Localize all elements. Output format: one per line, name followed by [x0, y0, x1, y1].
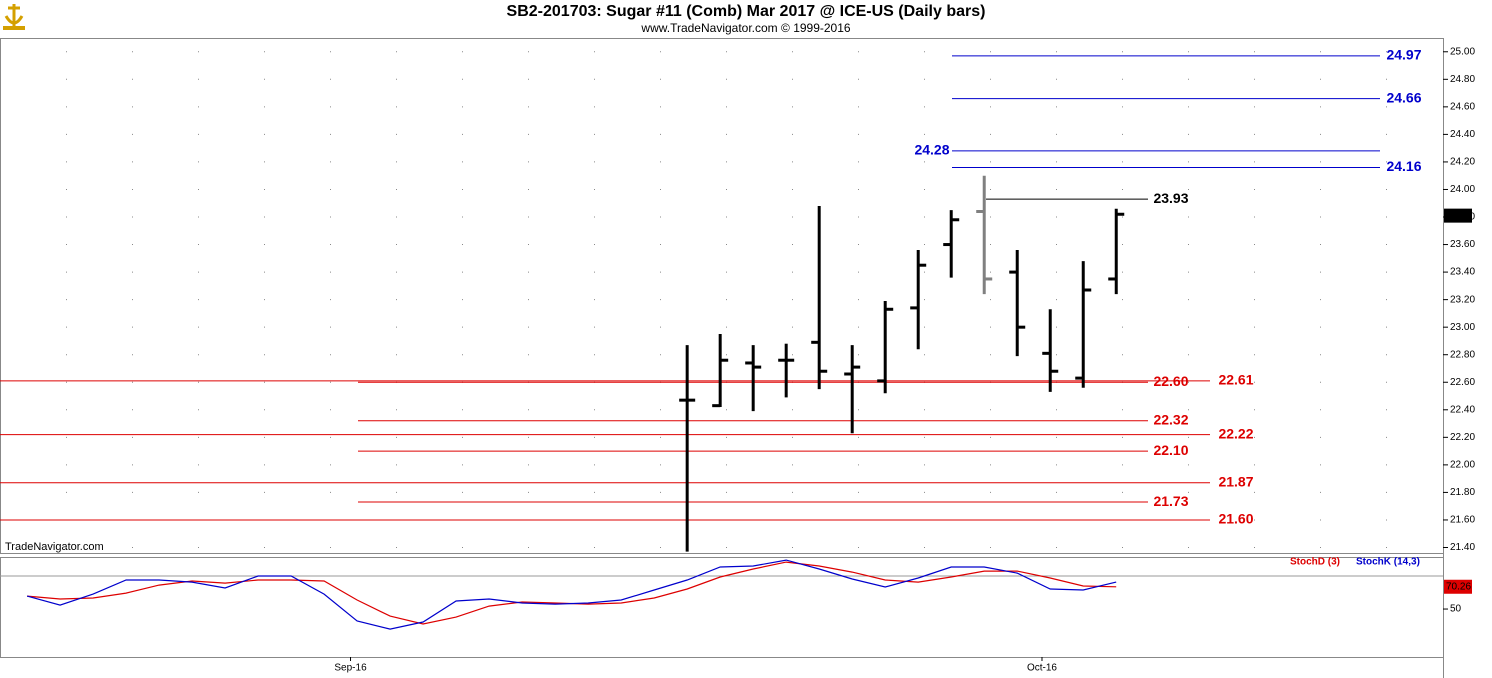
last-price-badge [1444, 208, 1472, 223]
y-tick-label: 22.80 [1450, 349, 1475, 360]
last-value-badge [1444, 579, 1472, 594]
y-tick-label: 22.00 [1450, 460, 1475, 471]
y-tick-label: 21.60 [1450, 515, 1475, 526]
y-tick-label: 25.00 [1450, 46, 1475, 57]
legend-entry: StochK (14,3) [1356, 557, 1420, 568]
level-label: 24.66 [1386, 89, 1421, 105]
y-tick-label: 21.40 [1450, 542, 1475, 553]
y-tick-label: 50 [1450, 604, 1462, 615]
logo [3, 4, 25, 30]
level-label: 22.61 [1218, 372, 1253, 388]
y-tick-label: 21.80 [1450, 487, 1475, 498]
watermark: TradeNavigator.com [5, 541, 104, 553]
level-label: 22.22 [1218, 425, 1253, 441]
x-tick-label: Oct-16 [1027, 663, 1057, 674]
y-tick-label: 24.40 [1450, 129, 1475, 140]
y-tick-label: 24.80 [1450, 74, 1475, 85]
last-value-label: 70.26 [1446, 581, 1471, 592]
y-tick-label: 24.20 [1450, 157, 1475, 168]
y-tick-label: 23.60 [1450, 239, 1475, 250]
level-label: 22.32 [1153, 412, 1188, 428]
y-tick-label: 23.40 [1450, 267, 1475, 278]
y-tick-label: 24.60 [1450, 101, 1475, 112]
level-label: 24.28 [914, 142, 949, 158]
level-label: 24.16 [1386, 158, 1421, 174]
y-tick-label: 22.40 [1450, 404, 1475, 415]
chart-title: SB2-201703: Sugar #11 (Comb) Mar 2017 @ … [507, 3, 986, 20]
chart-subtitle: www.TradeNavigator.com © 1999-2016 [640, 21, 850, 35]
y-tick-label: 22.20 [1450, 432, 1475, 443]
level-label: 21.60 [1218, 511, 1253, 527]
level-label: 22.10 [1153, 442, 1188, 458]
last-price-label: 23.81 [1446, 210, 1471, 221]
level-label: 21.87 [1218, 473, 1253, 489]
y-tick-label: 24.00 [1450, 184, 1475, 195]
x-tick-label: Sep-16 [334, 663, 367, 674]
level-label: 22.60 [1153, 373, 1188, 389]
y-tick-label: 23.20 [1450, 294, 1475, 305]
stoch-line [26, 559, 1117, 630]
y-tick-label: 23.00 [1450, 322, 1475, 333]
level-label: 21.73 [1153, 493, 1188, 509]
level-label: 23.93 [1153, 190, 1188, 206]
y-tick-label: 22.60 [1450, 377, 1475, 388]
legend-entry: StochD (3) [1290, 557, 1340, 568]
level-label: 24.97 [1386, 47, 1421, 63]
